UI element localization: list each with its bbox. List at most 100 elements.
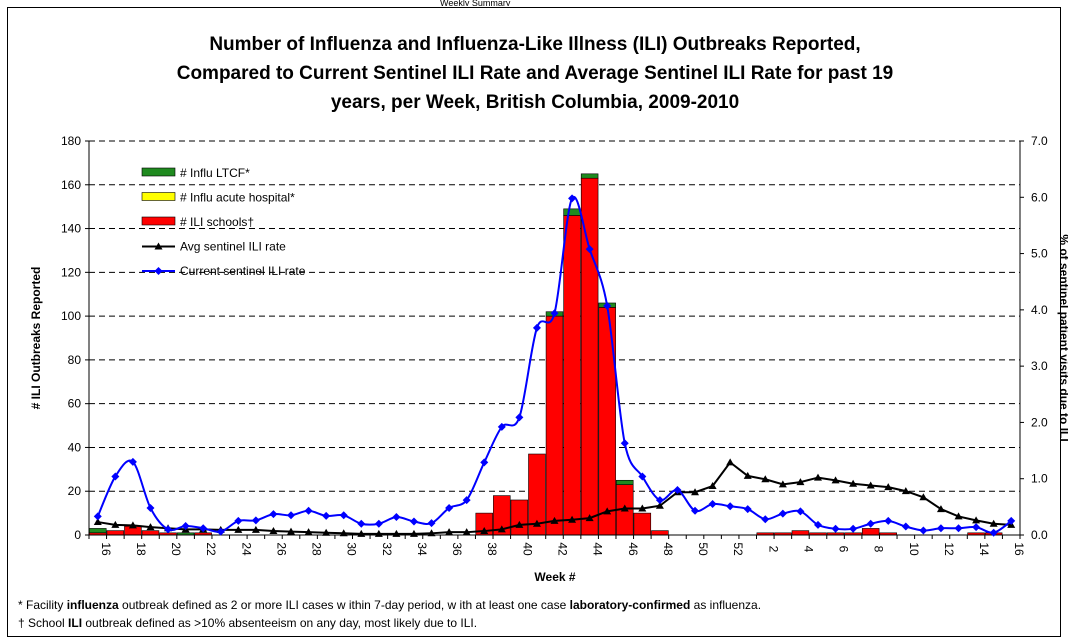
diamond-marker: [813, 520, 822, 529]
chart-title-line-2: Compared to Current Sentinel ILI Rate an…: [176, 63, 894, 84]
triangle-marker: [339, 529, 348, 537]
diamond-marker: [726, 502, 735, 511]
x-tick-label: 28: [310, 542, 324, 556]
legend: # Influ LTCF* # Influ acute hospital* # IL…: [141, 166, 306, 278]
footnote-1: * Facility influenza outbreak defined as…: [18, 598, 762, 612]
triangle-marker: [427, 529, 436, 537]
y-tick-label: 0: [74, 528, 81, 542]
legend-label: Current sentinel ILI rate: [180, 264, 306, 278]
y-tick-label: 180: [61, 134, 81, 148]
triangle-marker: [550, 516, 559, 524]
diamond-marker: [919, 526, 928, 535]
triangle-marker: [374, 529, 383, 537]
triangle-marker: [866, 481, 875, 489]
diamond-marker: [322, 511, 331, 520]
triangle-marker: [515, 520, 524, 528]
diamond-marker: [849, 524, 858, 533]
diamond-marker: [691, 506, 700, 515]
bar-ilischools: [861, 528, 880, 536]
bar-ilischools: [580, 177, 599, 536]
triangle-marker: [638, 504, 647, 512]
legend-swatch: [141, 167, 176, 177]
y2-tick-label: 5.0: [1031, 247, 1048, 261]
triangle-marker: [901, 487, 910, 495]
x-tick-label: 32: [380, 542, 394, 556]
triangle-marker: [357, 529, 366, 537]
triangle-marker: [585, 514, 594, 522]
bars-group: [89, 173, 1003, 536]
x-tick-label: 48: [661, 542, 675, 556]
diamond-marker: [954, 524, 963, 533]
diamond-marker: [357, 519, 366, 528]
triangle-marker: [269, 527, 278, 535]
diamond-marker: [392, 512, 401, 521]
triangle-marker: [743, 471, 752, 479]
diamond-marker: [603, 301, 612, 310]
triangle-marker: [603, 507, 612, 515]
x-tick-label: 50: [696, 542, 710, 556]
diamond-marker: [585, 245, 594, 254]
triangle-marker: [392, 529, 401, 537]
diamond-marker: [884, 516, 893, 525]
y-axis-title: # ILI Outbreaks Reported: [29, 267, 43, 410]
diamond-marker: [111, 472, 120, 481]
y-tick-label: 160: [61, 178, 81, 192]
diamond-marker: [778, 509, 787, 518]
y-tick-label: 80: [68, 353, 82, 367]
diamond-marker: [154, 267, 163, 275]
triangle-marker: [409, 529, 418, 537]
x-tick-label: 24: [239, 542, 253, 556]
x-tick-label: 18: [134, 542, 148, 556]
diamond-marker: [708, 500, 717, 509]
x-tick-label: 38: [485, 542, 499, 556]
diamond-marker: [568, 194, 577, 203]
bar-ilischools: [106, 530, 125, 536]
diamond-marker: [655, 496, 664, 505]
triangle-marker: [884, 483, 893, 491]
diamond-marker: [374, 519, 383, 528]
x-tick-label: 44: [591, 542, 605, 556]
x-tick-label: 4: [801, 546, 815, 553]
y-tick-label: 140: [61, 222, 81, 236]
bar-ilischools: [651, 530, 669, 536]
diamond-marker: [989, 528, 998, 537]
diamond-marker: [427, 519, 436, 528]
bar-ilischools: [791, 530, 810, 536]
triangle-marker: [287, 527, 296, 535]
triangle-marker: [831, 476, 840, 484]
bar-ilischools: [563, 215, 581, 536]
diamond-marker: [146, 503, 155, 512]
triangle-marker: [778, 480, 787, 488]
diamond-marker: [462, 496, 471, 505]
diamond-marker: [1007, 516, 1016, 525]
triangle-marker: [849, 479, 858, 487]
diamond-marker: [743, 505, 752, 514]
y-tick-label: 100: [61, 309, 81, 323]
legend-swatch: [141, 216, 176, 226]
diamond-marker: [269, 510, 278, 519]
triangle-marker: [480, 527, 489, 535]
axes-group: [88, 141, 1021, 536]
triangle-marker: [796, 478, 805, 486]
triangle-marker: [919, 493, 928, 501]
diamond-marker: [515, 413, 524, 422]
x-tick-label: 8: [872, 546, 886, 553]
x-tick-label: 52: [731, 542, 745, 556]
triangle-marker: [251, 525, 260, 533]
x-tick-label: 16: [99, 542, 113, 556]
x-tick-label: 42: [556, 542, 570, 556]
diamond-marker: [901, 522, 910, 531]
bar-ilischools: [141, 530, 160, 536]
triangle-marker: [497, 525, 506, 533]
diamond-marker: [93, 512, 102, 521]
bar-ilischools: [633, 512, 652, 536]
x-tick-label: 26: [274, 542, 288, 556]
triangle-marker: [154, 242, 163, 250]
triangle-marker: [146, 523, 155, 531]
diamond-marker: [673, 485, 682, 494]
triangle-marker: [813, 473, 822, 481]
bar-influltcf: [89, 528, 107, 534]
chart-title-line-1: Number of Influenza and Influenza-Like I…: [209, 34, 861, 55]
bar-influltcf: [563, 208, 581, 216]
diamond-marker: [936, 524, 945, 533]
